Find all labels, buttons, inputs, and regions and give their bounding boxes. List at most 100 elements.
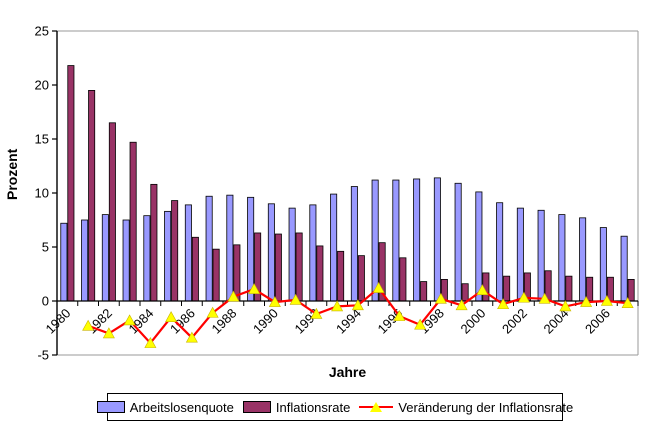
inflation-bar bbox=[316, 245, 324, 302]
unemployment-bar bbox=[309, 204, 317, 302]
unemployment-bar bbox=[496, 202, 504, 302]
unemployment-bar bbox=[184, 204, 192, 302]
inflation-bar bbox=[565, 275, 573, 302]
inflation-bar bbox=[295, 232, 303, 302]
unemployment-bar bbox=[433, 177, 441, 302]
inflation-bar bbox=[337, 250, 345, 302]
triangle-marker-icon bbox=[206, 306, 219, 318]
unemployment-bar bbox=[579, 217, 587, 302]
unemployment-bar bbox=[599, 227, 607, 302]
unemployment-bar bbox=[267, 203, 275, 302]
inflation-bar bbox=[88, 90, 96, 302]
legend-swatch-inflation bbox=[242, 401, 271, 413]
unemployment-bar bbox=[371, 179, 379, 302]
unemployment-bar bbox=[558, 214, 566, 302]
x-axis-title: Jahre bbox=[328, 364, 367, 380]
triangle-marker-icon bbox=[310, 307, 323, 319]
unemployment-bar bbox=[122, 219, 130, 302]
bars bbox=[60, 65, 635, 302]
inflation-bar bbox=[212, 248, 220, 302]
triangle-marker-icon bbox=[476, 284, 489, 296]
y-tick-label: 5 bbox=[42, 240, 49, 255]
y-axis: 25 20 15 10 5 0 -5 bbox=[35, 24, 58, 363]
y-axis-title: Prozent bbox=[4, 149, 20, 200]
inflation-bar bbox=[357, 255, 365, 302]
triangle-marker-icon bbox=[268, 295, 281, 307]
inflation-bar bbox=[274, 233, 282, 302]
triangle-marker-icon bbox=[372, 281, 385, 293]
inflation-bar bbox=[503, 275, 511, 302]
y-tick-label: 0 bbox=[42, 294, 49, 309]
x-tick-label: 2002 bbox=[499, 306, 530, 337]
legend-swatch-unemployment bbox=[96, 401, 125, 413]
triangle-marker-icon bbox=[600, 294, 613, 306]
unemployment-bar bbox=[101, 214, 109, 302]
legend-label-unemployment: Arbeitslosenquote bbox=[129, 399, 234, 415]
x-tick-label: 2000 bbox=[457, 306, 488, 337]
triangle-marker-icon bbox=[123, 314, 136, 326]
triangle-marker-icon bbox=[82, 319, 95, 331]
triangle-marker-icon bbox=[580, 295, 593, 307]
triangle-marker-icon bbox=[165, 311, 178, 323]
y-tick-label: 25 bbox=[35, 24, 49, 39]
unemployment-bar bbox=[60, 222, 68, 302]
y-tick-label: -5 bbox=[37, 348, 49, 363]
inflation-bar bbox=[129, 141, 137, 302]
legend-label-inflation-change: Veränderung der Inflationsrate bbox=[398, 399, 574, 415]
y-axis-title-text: Prozent bbox=[4, 148, 20, 200]
triangle-marker-icon bbox=[227, 290, 240, 302]
legend-line-sample bbox=[359, 401, 394, 413]
unemployment-bar bbox=[330, 193, 338, 302]
inflation-change-markers bbox=[82, 281, 634, 348]
x-tick-label: 1992 bbox=[291, 306, 322, 337]
inflation-bar bbox=[191, 236, 199, 302]
legend-item-inflation-change: Veränderung der Inflationsrate bbox=[359, 400, 573, 415]
triangle-marker-icon bbox=[144, 336, 157, 348]
unemployment-bar bbox=[392, 179, 400, 302]
triangle-marker-icon bbox=[289, 293, 302, 305]
inflation-bar bbox=[150, 183, 158, 302]
legend-label-inflation: Inflationsrate bbox=[275, 399, 351, 415]
y-tick-label: 20 bbox=[35, 78, 49, 93]
unemployment-bar bbox=[413, 178, 421, 302]
triangle-marker-icon bbox=[455, 299, 468, 311]
triangle-marker-icon bbox=[248, 282, 261, 294]
unemployment-bar bbox=[620, 235, 628, 302]
triangle-marker-icon bbox=[434, 292, 447, 304]
triangle-marker-icon bbox=[351, 299, 364, 311]
triangle-marker-icon bbox=[102, 327, 115, 339]
unemployment-bar bbox=[516, 207, 524, 302]
unemployment-bar bbox=[350, 186, 358, 302]
legend-triangle-marker-icon bbox=[370, 402, 383, 412]
triangle-marker-icon bbox=[559, 300, 572, 312]
unemployment-bar bbox=[205, 195, 213, 302]
inflation-bar bbox=[420, 281, 428, 302]
triangle-marker-icon bbox=[414, 318, 427, 330]
unemployment-bar bbox=[81, 219, 89, 302]
triangle-marker-icon bbox=[517, 291, 530, 303]
inflation-bar bbox=[461, 283, 469, 302]
unemployment-bar bbox=[475, 191, 483, 302]
unemployment-bar bbox=[537, 209, 545, 302]
x-tick-label: 1990 bbox=[250, 306, 281, 337]
inflation-bar bbox=[233, 244, 241, 302]
unemployment-bar bbox=[226, 194, 234, 302]
x-tick-label: 1996 bbox=[374, 306, 405, 337]
inflation-bar bbox=[171, 200, 179, 302]
inflation-bar bbox=[108, 122, 116, 302]
triangle-marker-icon bbox=[393, 309, 406, 321]
unemployment-bar bbox=[288, 207, 296, 302]
triangle-marker-icon bbox=[497, 298, 510, 310]
inflation-bar bbox=[586, 276, 594, 302]
unemployment-bar bbox=[143, 215, 151, 302]
triangle-marker-icon bbox=[621, 297, 634, 308]
inflation-bar bbox=[67, 65, 75, 302]
triangle-marker-icon bbox=[538, 292, 551, 304]
inflation-bar bbox=[627, 278, 635, 302]
inflation-bar bbox=[399, 257, 407, 302]
legend-item-unemployment: Arbeitslosenquote bbox=[96, 399, 234, 415]
y-tick-label: 15 bbox=[35, 132, 49, 147]
x-tick-label: 2006 bbox=[582, 306, 613, 337]
